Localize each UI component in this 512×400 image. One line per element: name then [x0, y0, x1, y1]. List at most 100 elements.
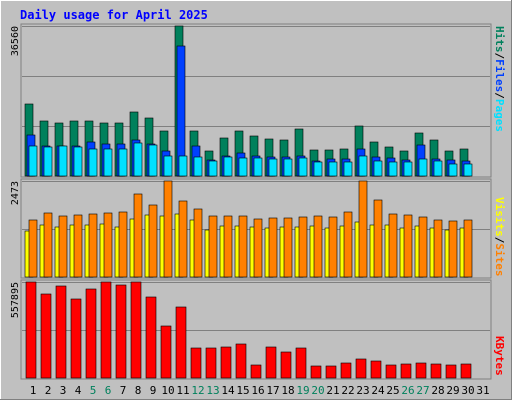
sites-bar: [43, 212, 53, 278]
sites-bar: [448, 220, 458, 278]
middle-panel-y-max-label: 2473: [10, 181, 21, 205]
kbytes-bar: [40, 293, 52, 379]
sites-bar: [373, 199, 383, 278]
pages-bar: [403, 161, 413, 177]
pages-bar: [433, 160, 443, 177]
x-axis-day-label: 13: [206, 384, 219, 397]
sites-bar: [178, 200, 188, 278]
sites-bar: [433, 219, 443, 278]
sites-bar: [343, 211, 353, 278]
legend-files: Files: [493, 59, 506, 92]
sites-bar: [328, 216, 338, 278]
pages-bar: [103, 148, 113, 177]
kbytes-bar: [205, 347, 217, 379]
x-axis-day-label: 8: [135, 384, 142, 397]
legend-separator: /: [493, 237, 506, 244]
x-axis-day-label: 16: [251, 384, 264, 397]
kbytes-bar: [400, 363, 412, 379]
pages-bar: [118, 148, 128, 177]
kbytes-bar: [25, 281, 37, 379]
sites-bar: [463, 219, 473, 278]
sites-bar: [253, 218, 263, 278]
kbytes-bar: [175, 306, 187, 379]
pages-bar: [448, 163, 458, 177]
x-axis-day-label: 3: [60, 384, 67, 397]
pages-bar: [463, 163, 473, 177]
pages-bar: [418, 158, 428, 177]
bottom-panel-gridlines: [22, 282, 490, 331]
x-axis-day-label: 17: [266, 384, 279, 397]
bottom-panel-y-max-label: 557895: [10, 282, 21, 318]
kbytes-bar: [70, 298, 82, 379]
x-axis-day-label: 10: [161, 384, 174, 397]
pages-bar: [358, 155, 368, 177]
legend-separator: /: [493, 92, 506, 99]
x-axis-day-label: 31: [476, 384, 489, 397]
x-axis-day-label: 14: [221, 384, 235, 397]
pages-bar: [313, 161, 323, 177]
sites-bar: [418, 216, 428, 278]
kbytes-bar: [415, 362, 427, 379]
kbytes-bar: [280, 351, 292, 379]
x-axis-day-label: 24: [371, 384, 385, 397]
kbytes-bar: [55, 285, 67, 379]
kbytes-bar: [430, 363, 442, 379]
kbytes-bar: [325, 365, 337, 379]
pages-bar: [208, 160, 218, 177]
pages-bar: [298, 157, 308, 177]
kbytes-bar: [160, 325, 172, 379]
kbytes-bar: [145, 296, 157, 379]
pages-bar: [388, 161, 398, 177]
sites-bar: [208, 215, 218, 278]
sites-bar: [268, 217, 278, 278]
sites-bar: [148, 204, 158, 278]
pages-bar: [133, 142, 143, 177]
top-panel-y-max-label: 36560: [10, 26, 21, 56]
sites-bar: [163, 180, 173, 278]
kbytes-bar: [385, 364, 397, 379]
kbytes-bar: [265, 346, 277, 379]
pages-bar: [238, 157, 248, 177]
sites-bar: [28, 219, 38, 278]
x-axis-day-label: 23: [356, 384, 369, 397]
legend-hits: Hits: [493, 26, 506, 53]
kbytes-bar: [100, 281, 112, 379]
middle-panel-legend: Visits/Sites: [493, 197, 506, 277]
kbytes-bar: [85, 288, 97, 379]
kbytes-bar: [310, 365, 322, 379]
pages-bar: [328, 161, 338, 177]
sites-bar: [313, 215, 323, 278]
sites-bar: [73, 214, 83, 278]
panel-bottom-frame: [20, 279, 492, 380]
kbytes-bar: [340, 362, 352, 379]
kbytes-bar: [295, 347, 307, 379]
sites-bar: [388, 213, 398, 278]
sites-bar: [298, 216, 308, 278]
pages-bar: [373, 160, 383, 177]
x-axis-day-label: 30: [461, 384, 474, 397]
x-axis-day-label: 21: [326, 384, 339, 397]
x-axis-day-label: 28: [431, 384, 444, 397]
kbytes-bar: [370, 360, 382, 379]
bottom-panel-legend: KBytes: [493, 336, 506, 376]
pages-bar: [193, 156, 203, 177]
sites-bar: [358, 180, 368, 278]
x-axis-day-label: 26: [401, 384, 414, 397]
x-axis-day-label: 6: [105, 384, 112, 397]
x-axis-day-label: 4: [75, 384, 82, 397]
legend-separator: /: [493, 53, 506, 60]
sites-bar: [133, 193, 143, 278]
sites-bar: [103, 212, 113, 278]
x-axis-day-label: 1: [30, 384, 37, 397]
panel-top-frame: [20, 23, 492, 178]
panel-middle-frame: [20, 178, 492, 279]
kbytes-bar: [115, 284, 127, 379]
pages-bar: [88, 148, 98, 177]
x-axis-day-label: 22: [341, 384, 354, 397]
top-panel-bars: [24, 25, 473, 177]
legend-pages: Pages: [493, 99, 506, 132]
sites-bar: [223, 215, 233, 278]
pages-bar: [253, 157, 263, 177]
